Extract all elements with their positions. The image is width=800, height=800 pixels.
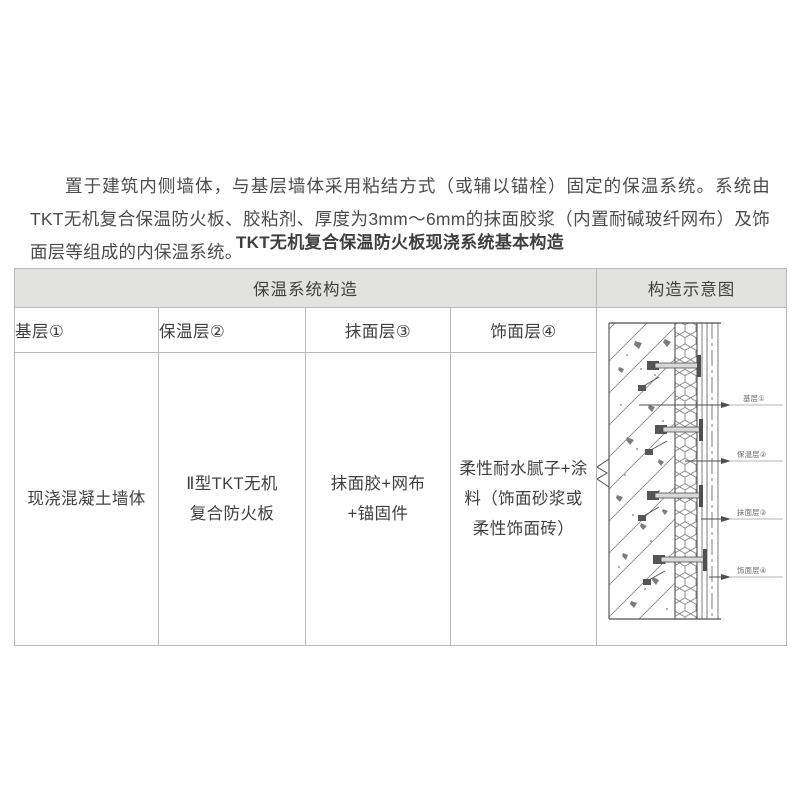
anchor-fastener: [638, 484, 703, 521]
callout-insulation: 保温层②: [685, 450, 783, 464]
header-diagram: 构造示意图: [596, 268, 787, 308]
column-header-substrate: 基层①: [14, 307, 159, 353]
column-header-finish: 饰面层④: [450, 307, 597, 353]
callout-plaster: 抹面层③: [701, 508, 783, 522]
callout-label: 基层①: [743, 394, 765, 403]
callout-finish: 饰面层④: [709, 566, 783, 580]
anchor-fastener: [638, 354, 701, 391]
callout-label: 抹面层③: [737, 508, 767, 517]
column-header-insulation: 保温层②: [158, 307, 306, 353]
header-system-construction: 保温系统构造: [14, 268, 597, 308]
callout-label: 保温层②: [737, 450, 767, 459]
table-caption: TKT无机复合保温防火板现浇系统基本构造: [235, 233, 565, 252]
cell-plaster: 抹面胶+网布 +锚固件: [305, 352, 451, 646]
anchor-fastener: [643, 548, 707, 585]
cell-finish: 柔性耐水腻子+涂 料（饰面砂浆或 柔性饰面砖）: [450, 352, 597, 646]
table-column-header-row: 基层① 保温层② 抹面层③ 饰面层④: [14, 307, 787, 646]
cell-insulation: Ⅱ型TKT无机 复合防火板: [158, 352, 306, 646]
anchor-fastener: [645, 418, 703, 455]
cell-substrate: 现浇混凝土墙体: [14, 352, 159, 646]
construction-spec-table: 保温系统构造 构造示意图 基层① 保温层② 抹面层③ 饰面层④: [14, 268, 787, 646]
insulation-honeycomb: [675, 322, 697, 619]
column-header-plaster: 抹面层③: [305, 307, 451, 353]
callout-substrate: 基层①: [639, 394, 783, 408]
callout-label: 饰面层④: [737, 566, 767, 575]
diagram-cell: 基层① 保温层②: [596, 307, 787, 646]
wall-section-diagram: 基层① 保温层②: [597, 309, 786, 645]
concrete-hatch: [609, 322, 675, 619]
break-symbol: [597, 458, 610, 487]
intro-paragraph: 置于建筑内侧墙体，与基层墙体采用粘结方式（或辅以锚栓）固定的保温系统。系统由TK…: [30, 175, 770, 262]
table-header-group-row: 保温系统构造 构造示意图: [14, 268, 787, 308]
table-body-row: 现浇混凝土墙体 Ⅱ型TKT无机 复合防火板 抹面胶+网布 +锚固件 柔性耐水腻子+涂…: [14, 352, 787, 646]
